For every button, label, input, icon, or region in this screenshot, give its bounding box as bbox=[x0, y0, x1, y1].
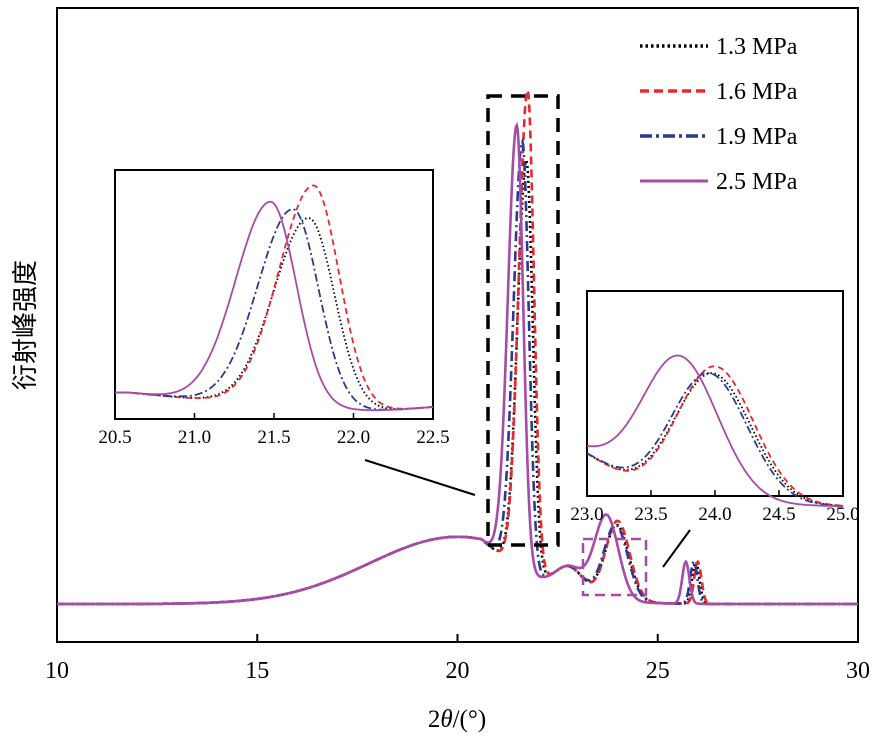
connector-line-1 bbox=[364, 459, 476, 496]
x-axis-label-theta: θ bbox=[440, 706, 452, 733]
legend-label-3: 1.9 MPa bbox=[716, 124, 798, 150]
inset-tick-label: 21.0 bbox=[178, 427, 211, 448]
inset-tick-label: 21.5 bbox=[257, 427, 290, 448]
x-axis-label: 2θ/(°) bbox=[428, 706, 486, 733]
inset-tick-label: 22.0 bbox=[337, 427, 370, 448]
x-tick-label: 30 bbox=[846, 658, 870, 684]
inset1-frame bbox=[114, 169, 434, 420]
inset-series-line-1 bbox=[586, 372, 843, 507]
inset-series-line-4 bbox=[114, 200, 434, 411]
inset1-series-lines bbox=[114, 184, 434, 411]
main-series-lines bbox=[57, 87, 858, 606]
x-tick-label: 10 bbox=[45, 658, 69, 684]
inset-series-line-2 bbox=[586, 365, 844, 507]
inset-series-line-4 bbox=[586, 354, 843, 508]
x-tick-label: 20 bbox=[446, 658, 470, 684]
x-tick-label: 25 bbox=[646, 658, 670, 684]
inset-tick-label: 20.5 bbox=[98, 427, 131, 448]
legend-label-1: 1.3 MPa bbox=[716, 34, 798, 60]
inset-series-line-3 bbox=[586, 372, 843, 507]
inset-tick-label: 23.0 bbox=[570, 504, 603, 525]
inset2-frame bbox=[586, 290, 844, 497]
y-axis-label: 衍射峰强度 bbox=[11, 260, 41, 390]
inset-tick-label: 24.5 bbox=[762, 504, 795, 525]
legend-label-2: 1.6 MPa bbox=[716, 79, 798, 105]
inset2-x-ticks: 23.0 23.5 24.0 24.5 25.0 bbox=[570, 490, 860, 525]
x-axis-label-prefix: 2 bbox=[428, 706, 441, 733]
connector-line-2 bbox=[662, 529, 691, 568]
inset-tick-label: 23.5 bbox=[634, 504, 667, 525]
x-tick-label: 15 bbox=[245, 658, 269, 684]
inset2-series-lines bbox=[586, 354, 844, 508]
legend: 1.3 MPa 1.6 MPa 1.9 MPa 2.5 MPa bbox=[640, 34, 798, 195]
inset-tick-label: 25.0 bbox=[826, 504, 859, 525]
inset-tick-label: 22.5 bbox=[416, 427, 449, 448]
zoom-box-peak2 bbox=[581, 537, 648, 597]
inset1-x-ticks: 20.5 21.0 21.5 22.0 22.5 bbox=[98, 413, 450, 448]
legend-label-4: 2.5 MPa bbox=[716, 169, 798, 195]
x-axis-label-unit: /(°) bbox=[453, 706, 487, 733]
series-line-4 bbox=[57, 121, 858, 606]
zoom-box-peak1 bbox=[486, 94, 560, 547]
x-axis-ticks: 10 15 20 25 30 bbox=[45, 634, 870, 684]
inset-tick-label: 24.0 bbox=[698, 504, 731, 525]
